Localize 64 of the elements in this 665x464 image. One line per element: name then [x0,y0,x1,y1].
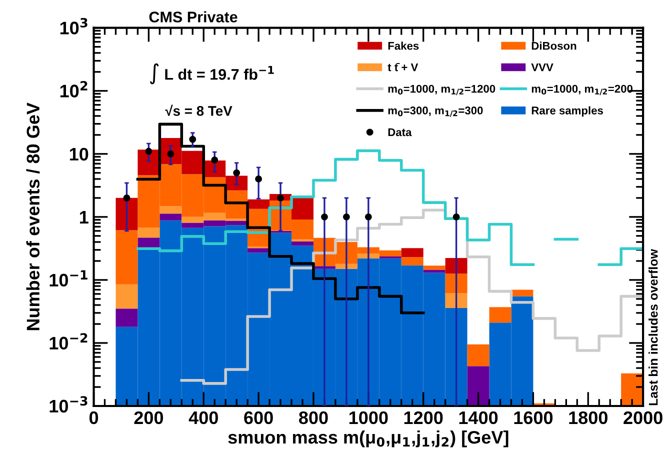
bar [292,198,314,220]
point [145,148,152,155]
legend-label: VVV [531,64,554,72]
y-tick-label: 10$^{−1}$ [50,270,88,287]
x-tick-label: 600 [244,411,273,424]
bar [248,248,270,253]
bar [335,264,358,269]
x-tick-label: 400 [188,411,218,424]
y-axis-title: Number of events / 80 GeV [26,102,40,330]
x-tick-label: 800 [298,411,328,424]
point [320,213,328,220]
bar [292,241,314,246]
x-tick-label: 2000 [624,411,662,424]
bar [357,254,380,258]
x-tick-label: 1200 [404,411,443,424]
legend-label: Fakes [388,42,419,50]
point [123,194,130,202]
x-tick-label: 0 [89,411,98,424]
y-tick-label: 10 [70,148,88,161]
point [233,169,240,176]
legend-label: DiBoson [532,42,576,50]
x-tick-label: 1400 [459,411,498,424]
bar [423,270,446,273]
x-tick-label: 1000 [349,411,388,424]
point [255,176,262,182]
bar [160,206,182,214]
point [452,213,460,220]
x-tick-label: 1600 [514,411,553,424]
text: smuon mass m(μ$_{0}$,μ$_{1}$,j$_{1}$,j$_{2}$) [GeV] [228,430,508,448]
bar [138,227,160,238]
bar [160,214,182,220]
bar [445,258,468,274]
legend-label: Data [388,128,412,136]
point [342,213,350,220]
legend-label: m$_{0}$=1000, m$_{1/2}$=1200 [388,84,496,96]
bar [511,290,534,296]
y-tick-label: 10$^{−3}$ [50,396,88,413]
bar [116,198,138,230]
legend-label: Rare samples [532,106,603,117]
y-tick-label: 1 [80,211,88,224]
bar [401,248,424,258]
y-tick-label: 10$^{−2}$ [50,333,88,350]
y-tick-label: 10$^{2}$ [60,80,88,98]
point [277,194,284,202]
chart-title: CMS Private [149,11,238,22]
bar [445,293,468,308]
bar [423,266,446,270]
annotation: ∫ L dt = 19.7 fb$^{−1}$ [150,63,274,84]
legend-label: m$_{0}$=300, m$_{1/2}$=300 [388,106,483,117]
x-tick-label: 1800 [569,411,608,424]
y-tick-label: 10$^{3}$ [60,18,88,34]
x-tick-label: 200 [134,411,164,424]
legend-label: t t̄ + V [388,63,418,72]
bar [401,257,424,266]
bar [445,274,468,294]
point [211,156,218,164]
bar [489,307,512,323]
legend-label: m$_{0}$=1000, m$_{1/2}$=200 [532,84,632,96]
point [364,213,372,220]
text: Last bin includes overflow [648,249,658,406]
bar [116,308,138,327]
bar [116,284,138,309]
annotation: √s = 8 TeV [165,104,232,116]
point [189,136,196,143]
